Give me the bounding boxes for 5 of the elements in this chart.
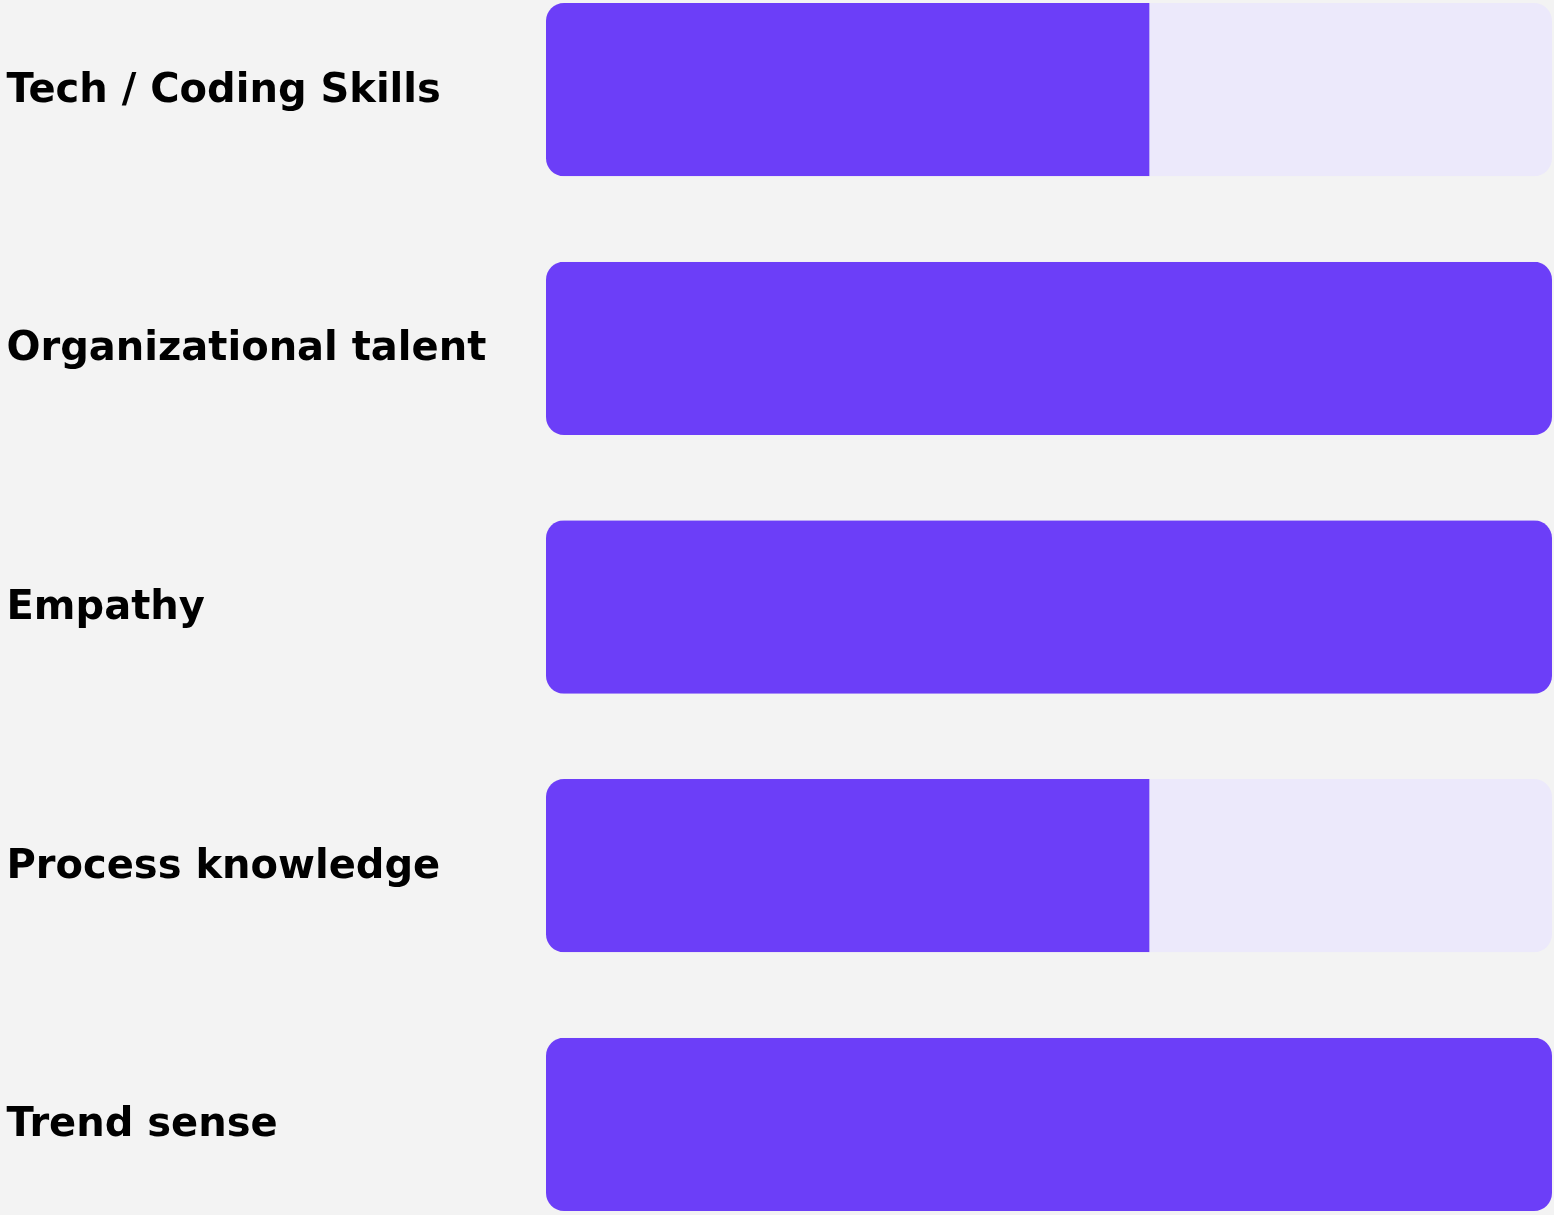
y-tick-label: Empathy — [6, 582, 205, 628]
y-tick-label: Organizational talent — [6, 323, 487, 370]
y-tick-label: Tech / Coding Skills — [6, 64, 441, 111]
y-tick-label: Process knowledge — [6, 840, 441, 887]
y-tick-label: Trend sense — [6, 1099, 278, 1146]
